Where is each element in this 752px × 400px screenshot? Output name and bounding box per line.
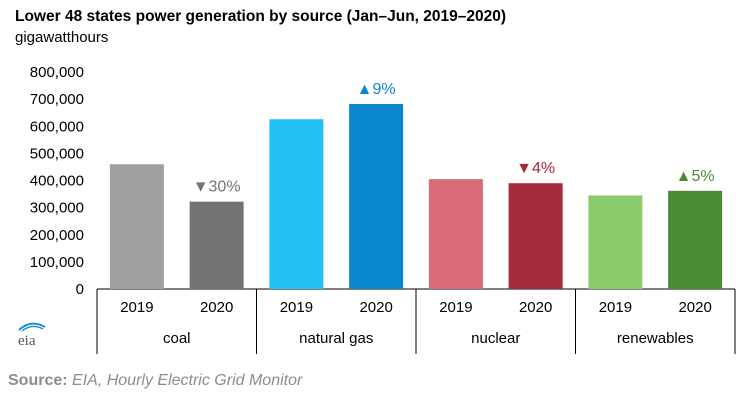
bar [109,164,164,289]
y-tick-label: 200,000 [30,227,84,244]
y-tick-label: 700,000 [30,91,84,108]
y-tick-label: 400,000 [30,173,84,190]
group-label: nuclear [471,330,520,347]
eia-logo: eia [18,322,46,349]
x-tick-label: 2019 [439,299,472,316]
x-tick-label: 2020 [519,299,552,316]
bar [508,183,563,289]
bar [269,119,324,289]
source-note: Source: EIA, Hourly Electric Grid Monito… [8,372,302,390]
change-label: ▲5% [676,168,715,185]
chart-title: Lower 48 states power generation by sour… [15,8,507,25]
y-tick-label: 600,000 [30,118,84,135]
source-label: Source: [8,372,68,389]
group-label: coal [163,330,191,347]
y-tick-label: 100,000 [30,254,84,271]
group-label: renewables [617,330,694,347]
source-text: EIA, Hourly Electric Grid Monitor [72,372,303,389]
chart-subtitle: gigawatthours [15,29,109,46]
logo-text: eia [18,333,36,349]
x-tick-label: 2020 [359,299,392,316]
bar [588,195,643,289]
y-tick-label: 300,000 [30,200,84,217]
y-tick-label: 500,000 [30,145,84,162]
x-tick-label: 2020 [678,299,711,316]
change-label: ▼4% [516,160,555,177]
x-tick-label: 2019 [599,299,632,316]
change-label: ▲9% [357,81,396,98]
x-tick-label: 2019 [120,299,153,316]
bar [428,179,483,289]
bar [189,201,244,289]
x-tick-label: 2019 [280,299,313,316]
x-tick-label: 2020 [200,299,233,316]
group-label: natural gas [299,330,373,347]
bar [349,104,404,289]
y-tick-label: 0 [76,281,84,298]
bar [668,190,723,289]
change-label: ▼30% [193,179,241,196]
y-tick-label: 800,000 [30,64,84,81]
